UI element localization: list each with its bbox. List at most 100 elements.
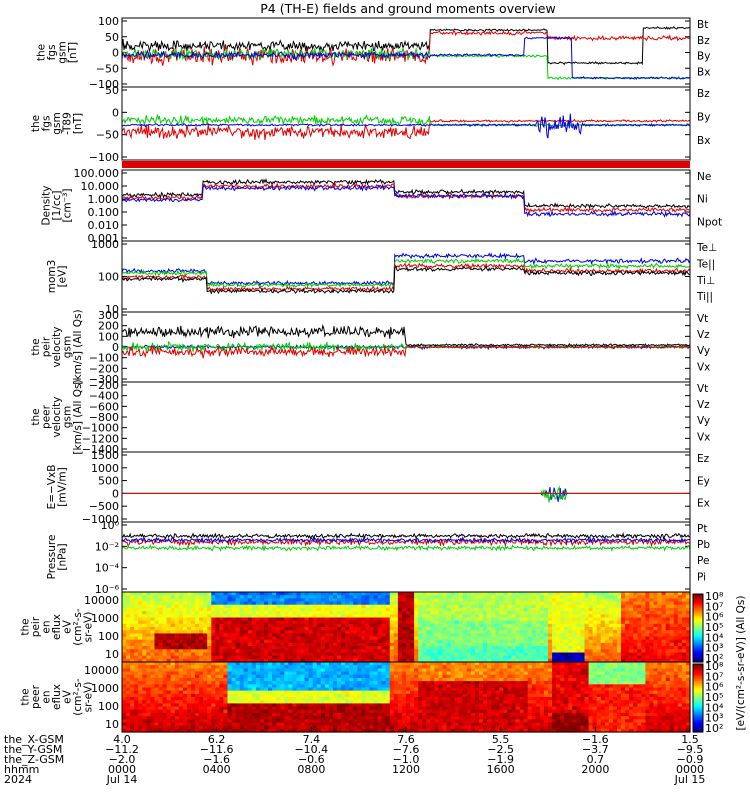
spectrogram-cell xyxy=(276,595,281,599)
spectrogram-cell xyxy=(373,649,379,654)
spectrogram-cell xyxy=(296,719,302,724)
spectrogram-cell xyxy=(255,646,261,650)
spectrogram-cell xyxy=(430,611,435,615)
spectrogram-cell xyxy=(531,607,537,612)
spectrogram-cell xyxy=(345,684,350,689)
spectrogram-cell xyxy=(304,617,310,622)
panel-content xyxy=(122,485,690,503)
spectrogram-cell xyxy=(349,614,354,619)
spectrogram-cell xyxy=(158,687,164,692)
spectrogram-cell xyxy=(470,633,476,638)
spectrogram-cell xyxy=(564,614,569,619)
spectrogram-cell xyxy=(633,611,638,615)
spectrogram-cell xyxy=(337,655,342,660)
spectrogram-cell xyxy=(264,620,269,625)
spectrogram-cell xyxy=(247,623,253,628)
spectrogram-cell xyxy=(414,693,419,698)
spectrogram-cell xyxy=(361,658,367,663)
spectrogram-cell xyxy=(519,604,525,609)
spectrogram-cell xyxy=(231,592,237,596)
spectrogram-cell xyxy=(280,601,285,606)
spectrogram-cell xyxy=(166,639,172,644)
spectrogram-cell xyxy=(195,728,200,733)
panel-ylabel: mom3[eV] xyxy=(46,260,69,294)
spectrogram-cell xyxy=(369,601,375,606)
spectrogram-cell xyxy=(142,639,147,644)
spectrogram-cell xyxy=(345,642,350,647)
spectrogram-cell xyxy=(247,712,253,717)
spectrogram-cell xyxy=(215,620,220,625)
spectrogram-cell xyxy=(182,627,188,631)
spectrogram-cell xyxy=(126,668,131,673)
spectrogram-cell xyxy=(296,614,302,619)
spectrogram-cell xyxy=(406,709,411,714)
spectrogram-cell xyxy=(312,665,318,669)
spectrogram-cell xyxy=(560,604,565,609)
spectrogram-cell xyxy=(268,693,273,698)
spectrogram-cell xyxy=(450,604,456,609)
spectrogram-cell xyxy=(182,595,188,599)
spectrogram-cell xyxy=(122,674,127,679)
spectrogram-cell xyxy=(195,639,200,644)
spectrogram-cell xyxy=(442,595,448,599)
spectrogram-cell xyxy=(669,646,675,650)
spectrogram-cell xyxy=(592,607,598,612)
spectrogram-cell xyxy=(600,658,606,663)
spectrogram-cell xyxy=(548,617,553,622)
spectrogram-cell xyxy=(669,620,675,625)
spectrogram-cell xyxy=(588,614,594,619)
spectrogram-cell xyxy=(203,658,208,663)
spectrogram-cell xyxy=(389,674,395,679)
spectrogram-cell xyxy=(681,620,687,625)
spectrogram-cell xyxy=(349,595,354,599)
spectrogram-cell xyxy=(312,719,318,724)
spectrogram-cell xyxy=(308,598,314,603)
spectrogram-cell xyxy=(588,617,594,622)
spectrogram-cell xyxy=(150,598,156,603)
spectrogram-cell xyxy=(393,716,399,720)
spectrogram-cell xyxy=(406,706,411,711)
spectrogram-cell xyxy=(454,620,460,625)
spectrogram-cell xyxy=(312,646,318,650)
spectrogram-cell xyxy=(381,706,387,711)
spectrogram-cell xyxy=(511,614,517,619)
spectrogram-cell xyxy=(203,668,208,673)
spectrogram-cell xyxy=(182,668,188,673)
spectrogram-cell xyxy=(543,639,549,644)
spectrogram-cell xyxy=(199,665,204,669)
spectrogram-cell xyxy=(215,687,220,692)
spectrogram-cell xyxy=(186,693,192,698)
spectrogram-cell xyxy=(146,722,151,727)
spectrogram-cell xyxy=(284,642,289,647)
spectrogram-cell xyxy=(491,642,496,647)
spectrogram-cell xyxy=(681,598,687,603)
spectrogram-cell xyxy=(247,642,253,647)
spectrogram-cell xyxy=(126,697,131,701)
spectrogram-cell xyxy=(211,646,216,650)
spectrogram-cell xyxy=(126,614,131,619)
spectrogram-cell xyxy=(304,607,310,612)
spectrogram-cell xyxy=(681,617,687,622)
spectrogram-cell xyxy=(349,598,354,603)
spectrogram-cell xyxy=(458,655,464,660)
spectrogram-cell xyxy=(446,592,452,596)
spectrogram-cell xyxy=(211,697,216,701)
spectrogram-cell xyxy=(251,722,257,727)
spectrogram-cell xyxy=(434,604,440,609)
spectrogram-cell xyxy=(580,658,586,663)
spectrogram-cell xyxy=(182,697,188,701)
spectrogram-cell xyxy=(515,611,521,615)
spectrogram-cell xyxy=(393,677,399,682)
spectrogram-cell xyxy=(186,681,192,685)
spectrogram-cell xyxy=(612,649,618,654)
spectrogram-cell xyxy=(308,646,314,650)
spectrogram-cell xyxy=(604,598,610,603)
spectrogram-cell xyxy=(207,709,212,714)
spectrogram-cell xyxy=(377,700,383,704)
spectrogram-cell xyxy=(296,677,302,682)
spectrogram-cell xyxy=(418,671,423,676)
spectrogram-cell xyxy=(207,636,212,641)
spectrogram-cell xyxy=(653,649,659,654)
spectrogram-cell xyxy=(150,712,156,717)
spectrogram-cell xyxy=(211,636,216,641)
